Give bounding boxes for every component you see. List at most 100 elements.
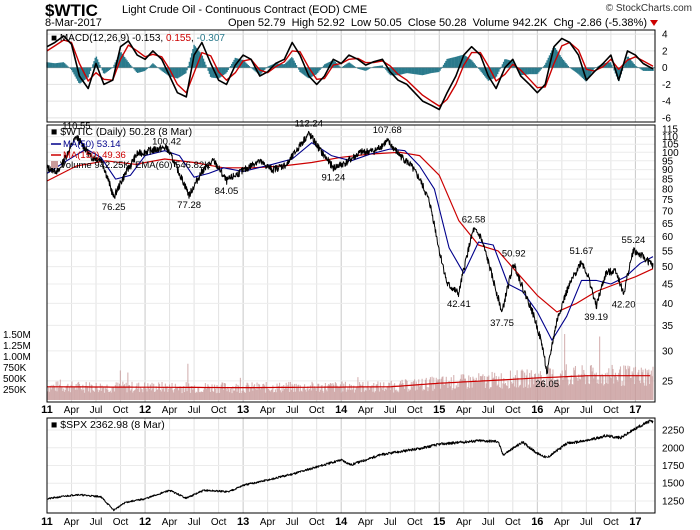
spx-x-axis-tick-label: Jul [90,517,103,528]
spx-tick-label: 2250 [662,426,685,437]
price-legend: ■ $WTIC (Daily) 50.28 (8 Mar) [51,126,192,138]
down-arrow-icon [650,20,658,27]
price-annotation: 107.68 [373,125,402,136]
spx-x-axis-tick-label: Jul [482,517,495,528]
spx-x-axis-tick-label: Oct [309,517,325,528]
symbol-title: $WTIC [45,1,98,20]
price-annotation: 84.05 [215,186,239,197]
x-axis-tick-label: Apr [554,405,570,416]
volume-tick-label: 1.50M [3,330,31,341]
spx-x-axis-tick-label: Apr [64,517,80,528]
chg-label: Chg [553,17,574,29]
spx-x-axis-tick-label: Oct [113,517,129,528]
macd-legend-signal: 0.155 [166,33,191,44]
x-axis-tick-label: 14 [335,404,348,416]
x-axis-tick-label: Jul [482,405,495,416]
high-value: 52.92 [317,17,345,29]
exchange-label: CME [342,4,368,16]
x-axis-tick-label: Jul [384,405,397,416]
macd-tick-label: 4 [662,30,668,41]
macd-panel: 4 2 0 -2 -4 -6 ■ MACD(12,26,9) -0.153, 0.155, … [46,29,671,124]
close-value: 50.28 [439,17,467,29]
macd-tick-label: -2 [662,80,671,91]
price-tick-label: 105 [662,140,679,151]
macd-line [46,35,654,111]
spx-x-axis-tick-label: 12 [139,516,151,528]
price-tick-label: 35 [662,321,674,332]
price-tick-label: 45 [662,279,674,290]
price-tick-label: 95 [662,156,674,167]
macd-tick-label: 0 [662,63,668,74]
price-annotation: 42.20 [612,300,636,311]
price-tick-label: 25 [662,376,674,387]
price-tick-label: 90 [662,165,674,176]
x-axis-tick-label: Jul [90,405,103,416]
price-annotation: 55.24 [622,235,646,246]
price-annotation: 110.55 [62,121,90,132]
spx-x-axis-tick-label: 11 [41,516,53,528]
price-annotation: 100.42 [152,137,181,148]
macd-tick-label: 2 [662,46,668,57]
x-axis-tick-label: Apr [456,405,472,416]
x-axis-tick-label: Oct [309,405,325,416]
price-annotation: 26.05 [535,379,559,390]
price-tick-label: 65 [662,219,674,230]
spx-x-axis-tick-label: Oct [211,517,227,528]
price-annotation: 76.25 [102,202,126,213]
price-tick-label: 85 [662,175,674,186]
spx-line [46,419,654,512]
x-axis-tick-label: Oct [211,405,227,416]
price-frame [46,124,656,403]
spx-x-axis-tick-label: 13 [237,516,249,528]
macd-legend-prefix: ■ MACD(12,26,9) [51,33,132,44]
spx-x-axis-tick-label: Jul [580,517,593,528]
x-axis-tick-label: Jul [580,405,593,416]
x-axis-tick-label: Oct [113,405,129,416]
macd-frame [46,29,656,123]
x-axis-tick-label: Jul [188,405,201,416]
close-label: Close [407,17,436,29]
x-axis-tick-label: 13 [237,404,249,416]
macd-legend-sep: , [191,33,197,44]
spx-panel: 2250 2000 1750 1500 1250 ■ $SPX 2362.98 (8 Ma… [46,417,685,514]
x-axis-tick-label: 17 [629,404,641,416]
spx-x-axis-tick-label: 14 [335,516,348,528]
volume-tick-label: 1.00M [3,352,31,363]
spx-x-axis-tick-label: Apr [358,517,374,528]
price-tick-label: 30 [662,346,674,357]
spx-x-axis-tick-label: Jul [286,517,299,528]
price-tick-label: 110 [662,132,678,143]
chg-value: -2.86 (-5.38%) [576,17,647,29]
volume-label: Volume [472,17,510,29]
spx-legend: ■ $SPX 2362.98 (8 Mar) [51,419,165,431]
spx-x-axis-tick-label: Apr [162,517,178,528]
ma50-line [46,142,654,341]
x-axis-tick-label: Apr [358,405,374,416]
spx-x-axis-tick-label: Oct [407,517,423,528]
price-tick-label: 75 [662,195,674,206]
price-x-axis: 11 Apr Jul Oct 12 Apr Jul Oct 13 Apr Jul Oct 14 Apr Ju… [41,404,641,416]
low-value: 50.05 [374,17,402,29]
price-annotation: 42.41 [447,299,471,310]
copyright-link[interactable]: © StockCharts.com [605,3,692,14]
x-axis-tick-label: Apr [162,405,178,416]
price-annotation: 112.24 [295,118,323,129]
x-axis-tick-label: Apr [260,405,276,416]
price-annotation: 37.75 [490,318,514,329]
spx-x-axis-tick-label: Apr [554,517,570,528]
spx-x-axis-tick-label: Apr [456,517,472,528]
spx-x-axis-tick-label: 17 [629,516,641,528]
chart-header: $WTIC Light Crude Oil - Continuous Contr… [0,0,700,30]
x-axis-tick-label: Jul [286,405,299,416]
price-tick-label: 55 [662,246,674,257]
x-axis-tick-label: 16 [531,404,543,416]
price-tick-label: 80 [662,185,674,196]
spx-tick-label: 1750 [662,461,685,472]
spx-x-axis-tick-label: Jul [384,517,397,528]
macd-legend-macd: -0.153, [132,33,166,44]
spx-x-axis-tick-label: Jul [188,517,201,528]
volume-tick-label: 500K [3,374,27,385]
spx-x-axis-tick-label: Oct [603,517,619,528]
